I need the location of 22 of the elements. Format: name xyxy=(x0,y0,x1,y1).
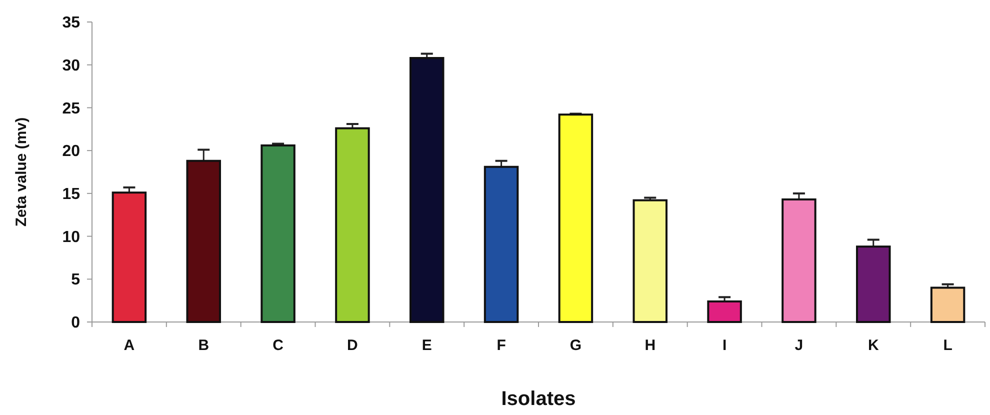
y-tick-label: 35 xyxy=(62,14,80,32)
x-tick-label: G xyxy=(570,337,582,354)
y-tick-label: 25 xyxy=(62,100,80,118)
x-tick-label: J xyxy=(794,337,804,354)
x-tick-label: K xyxy=(868,337,879,354)
y-tick-label: 15 xyxy=(62,186,80,204)
x-tick-label: I xyxy=(722,337,727,354)
y-tick-label: 10 xyxy=(62,228,80,246)
y-axis-title: Zeta value (mv) xyxy=(13,117,30,227)
x-tick-label: E xyxy=(422,337,432,354)
x-tick-label: B xyxy=(198,337,210,354)
x-tick-label: L xyxy=(943,337,952,354)
x-axis-title: Isolates xyxy=(501,388,576,410)
x-tick-label: H xyxy=(644,337,656,354)
y-tick-label: 20 xyxy=(62,143,80,160)
x-tick-label: F xyxy=(496,337,506,354)
y-tick-label: 5 xyxy=(71,272,80,289)
x-tick-label: A xyxy=(124,337,135,354)
y-tick-label: 0 xyxy=(71,314,80,332)
y-tick-label: 30 xyxy=(62,57,80,74)
x-tick-label: D xyxy=(347,337,358,354)
x-tick-label: C xyxy=(272,337,284,354)
